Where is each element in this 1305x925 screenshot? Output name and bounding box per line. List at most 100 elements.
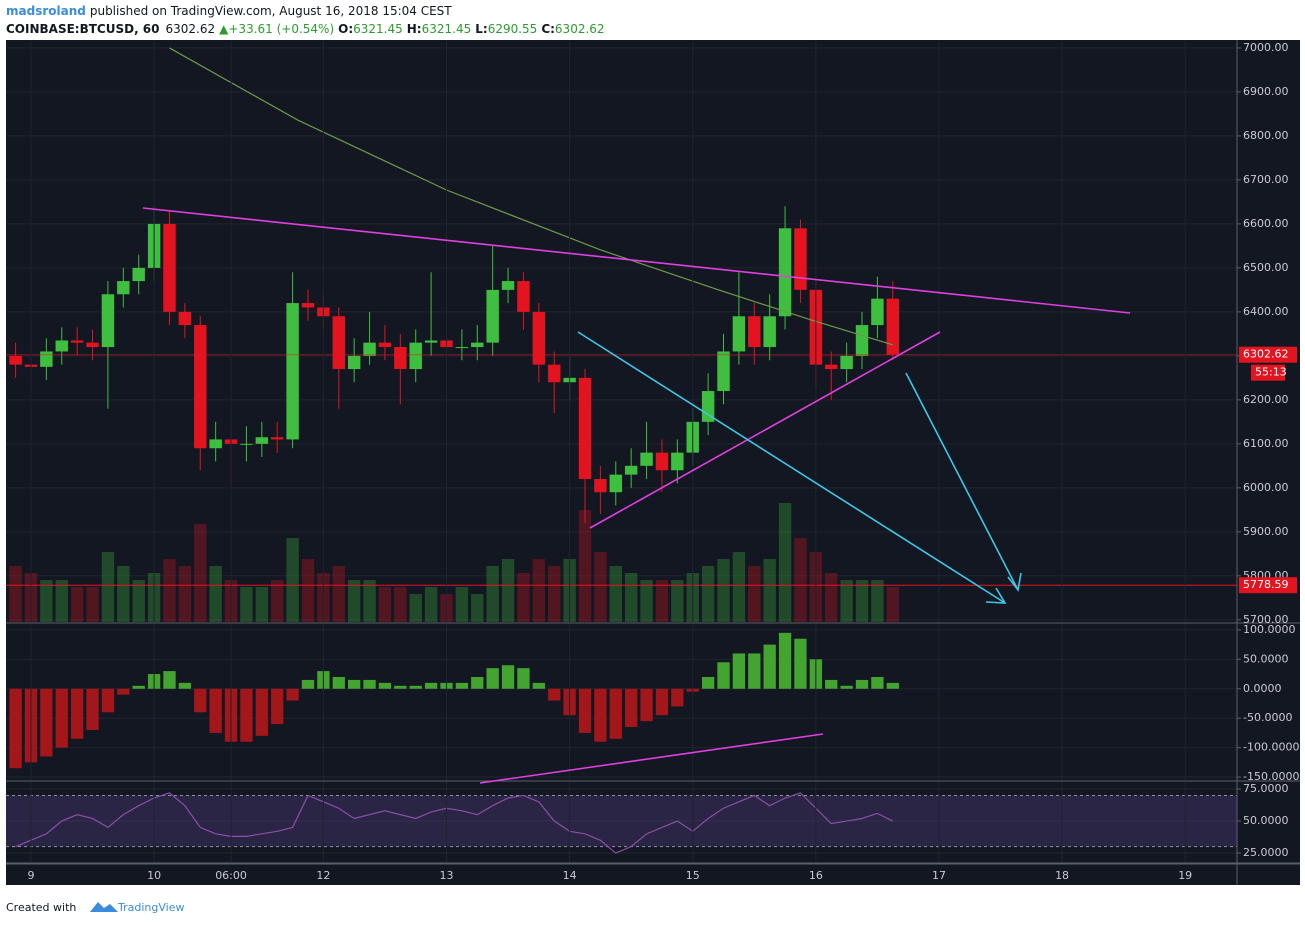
histogram-bar (424, 682, 438, 689)
histogram-bar (548, 688, 561, 701)
y-tick-label: 6700.00 (1243, 173, 1289, 186)
histogram-bar (286, 688, 299, 701)
volume-bar (671, 580, 684, 622)
volume-bar (655, 580, 669, 622)
arrow-line (905, 372, 1019, 591)
author[interactable]: madsroland (6, 4, 86, 18)
histogram-bar (471, 676, 484, 689)
y-tick-label: 6400.00 (1243, 305, 1289, 318)
candle-body (455, 347, 469, 349)
histogram-bar (609, 688, 622, 739)
candle-body (332, 316, 345, 370)
volume-bar (871, 580, 884, 622)
candle-body (301, 303, 315, 308)
histogram-bar (101, 688, 115, 713)
histogram-bar (332, 676, 345, 689)
volume-bar (209, 566, 222, 622)
histogram-bar (178, 682, 192, 689)
volume-bar (886, 587, 899, 622)
candle-body (640, 452, 653, 466)
y-tick-label: 100.0000 (1243, 623, 1296, 636)
candle-body (378, 342, 392, 348)
candle-body (578, 377, 592, 480)
volume-bar (9, 566, 22, 622)
histogram-bar (194, 688, 207, 713)
volume-bar (763, 559, 776, 622)
footer-text: Created with (6, 901, 76, 914)
volume-bar (86, 587, 99, 622)
histogram-bar (501, 665, 515, 689)
candle-body (548, 364, 561, 383)
candle-body (501, 281, 515, 290)
candle-body (825, 364, 838, 370)
volume-bar (640, 580, 653, 622)
footer-brand[interactable]: TradingView (117, 901, 184, 914)
volume-bar (578, 510, 592, 622)
y-tick-label: -50.0000 (1243, 711, 1292, 724)
histogram-bar (578, 688, 592, 733)
candle-body (609, 474, 622, 493)
histogram-bar (748, 653, 761, 689)
histogram-bar (271, 688, 284, 725)
volume-bar (55, 580, 68, 622)
arrow: ▲ (219, 22, 229, 36)
volume-bar (424, 587, 438, 622)
histogram-bar (825, 679, 838, 689)
histogram-bar (532, 682, 545, 689)
candle-body (178, 311, 192, 326)
logo (90, 902, 118, 912)
last-price: 6302.62 (166, 22, 216, 36)
candle-body (86, 342, 99, 348)
histogram-bar (70, 688, 84, 739)
histogram-bar (9, 688, 22, 769)
volume-bar (594, 552, 607, 622)
candle-body (855, 325, 869, 356)
divergence-line (479, 733, 824, 784)
histogram-bar (255, 688, 268, 736)
volume-bar (748, 566, 761, 622)
histogram-bar (517, 668, 530, 689)
volume-bar (394, 587, 407, 622)
drawings (142, 207, 1131, 784)
arrow-line (577, 331, 1006, 604)
y-tick-label: 6800.00 (1243, 129, 1289, 142)
volume-bar (732, 552, 746, 622)
histogram-bar (794, 638, 807, 689)
candle-body (886, 298, 899, 355)
candle-body (794, 228, 807, 290)
price-label: 5778.59 (1243, 578, 1289, 591)
y-tick-label: 6500.00 (1243, 261, 1289, 274)
y-tick-label: 5700.00 (1243, 613, 1289, 626)
histogram-bar (655, 688, 669, 716)
x-tick-label: 15 (686, 869, 700, 882)
volume-bar (271, 580, 284, 622)
volume-bar (794, 538, 807, 622)
published: published on TradingView.com, August 16,… (90, 4, 452, 18)
volume-bar (255, 587, 269, 622)
histogram-bar (671, 688, 684, 707)
x-tick-label: 13 (439, 869, 453, 882)
y-tick-label: 5900.00 (1243, 525, 1289, 538)
candle-body (624, 465, 638, 475)
volume-bar (471, 594, 484, 622)
candle-body (363, 342, 376, 356)
histogram-bar (40, 688, 53, 757)
candle-body (763, 316, 776, 348)
histogram-bar (117, 688, 130, 695)
x-tick-label: 17 (932, 869, 946, 882)
l-label: L: (475, 22, 487, 36)
candle-body (517, 281, 530, 312)
volume-bar (701, 566, 715, 622)
candle-body (671, 452, 684, 471)
y-tick-label: 6000.00 (1243, 481, 1289, 494)
histogram-bar (209, 688, 222, 733)
countdown: 55:13 (1255, 366, 1287, 379)
histogram-bar (871, 676, 884, 689)
histogram-bar (840, 685, 853, 689)
volume-bar (624, 573, 638, 622)
candle-body (132, 267, 145, 282)
histogram-bar (886, 682, 899, 689)
volume-bar (101, 552, 115, 622)
candle-body (594, 479, 607, 493)
volume-bar (501, 559, 515, 622)
